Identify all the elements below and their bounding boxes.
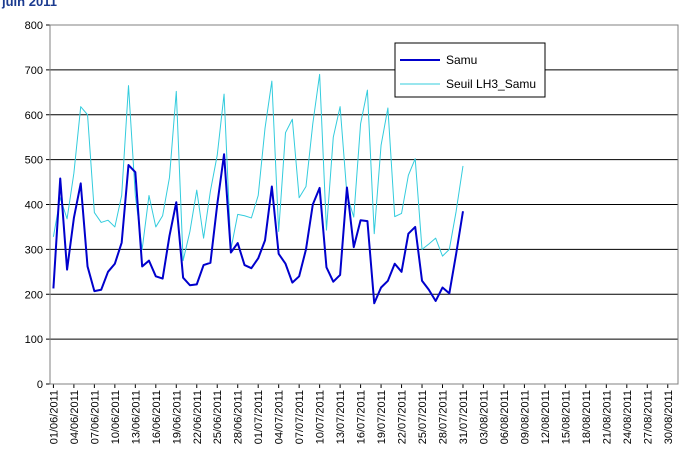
x-tick-label: 03/08/2011 (478, 390, 490, 444)
x-tick-label: 16/06/2011 (151, 390, 163, 444)
y-tick-label: 800 (25, 20, 43, 32)
x-tick-label: 31/07/2011 (458, 390, 470, 444)
chart-title: juin 2011 (2, 0, 57, 9)
x-tick-label: 07/07/2011 (294, 390, 306, 444)
y-tick-label: 300 (25, 244, 43, 256)
plot-area-border (49, 24, 679, 385)
x-tick-label: 07/06/2011 (89, 390, 101, 444)
y-axis-ticks: 0 100 200 300 400 500 600 700 800 (25, 20, 50, 391)
x-tick-label: 06/08/2011 (499, 390, 511, 444)
x-tick-label: 28/07/2011 (438, 390, 450, 444)
x-tick-label: 28/06/2011 (233, 390, 245, 444)
y-tick-label: 0 (37, 379, 43, 391)
x-tick-label: 22/06/2011 (192, 390, 204, 444)
x-tick-label: 16/07/2011 (356, 390, 368, 444)
x-tick-label: 10/07/2011 (315, 390, 327, 444)
x-tick-label: 27/08/2011 (642, 390, 654, 444)
y-tick-label: 700 (25, 65, 43, 77)
y-tick-label: 200 (25, 289, 43, 301)
series-lines (52, 73, 464, 305)
y-tick-label: 100 (25, 334, 43, 346)
y-tick-label: 500 (25, 155, 43, 167)
x-tick-label: 09/08/2011 (519, 390, 531, 444)
x-tick-label: 13/07/2011 (335, 390, 347, 444)
x-tick-label: 12/08/2011 (540, 390, 552, 444)
x-tick-label: 19/07/2011 (376, 390, 388, 444)
x-tick-label: 01/06/2011 (48, 390, 60, 444)
x-axis-ticks: 01/06/2011 04/06/2011 07/06/2011 10/06/2011… (48, 384, 675, 444)
series-line-samu (52, 153, 464, 305)
x-tick-label: 24/08/2011 (622, 390, 634, 444)
x-tick-label: 22/07/2011 (397, 390, 409, 444)
x-tick-label: 25/06/2011 (212, 390, 224, 444)
x-tick-label: 10/06/2011 (110, 390, 122, 444)
x-tick-label: 15/08/2011 (560, 390, 572, 444)
series-line-seuil (52, 73, 464, 262)
legend-box (394, 42, 546, 98)
legend-label-seuil: Seuil LH3_Samu (446, 77, 536, 91)
x-tick-label: 30/08/2011 (663, 390, 675, 444)
y-tick-label: 600 (25, 110, 43, 122)
x-tick-label: 13/06/2011 (130, 390, 142, 444)
x-tick-label: 04/07/2011 (274, 390, 286, 444)
y-tick-label: 400 (25, 200, 43, 212)
x-tick-label: 19/06/2011 (171, 390, 183, 444)
x-tick-label: 18/08/2011 (581, 390, 593, 444)
grid-lines (50, 24, 678, 340)
x-tick-label: 25/07/2011 (417, 390, 429, 444)
legend: Samu Seuil LH3_Samu (394, 42, 546, 98)
x-tick-label: 21/08/2011 (601, 390, 613, 444)
x-tick-label: 01/07/2011 (253, 390, 265, 444)
legend-label-samu: Samu (446, 53, 477, 67)
x-tick-label: 04/06/2011 (69, 390, 81, 444)
